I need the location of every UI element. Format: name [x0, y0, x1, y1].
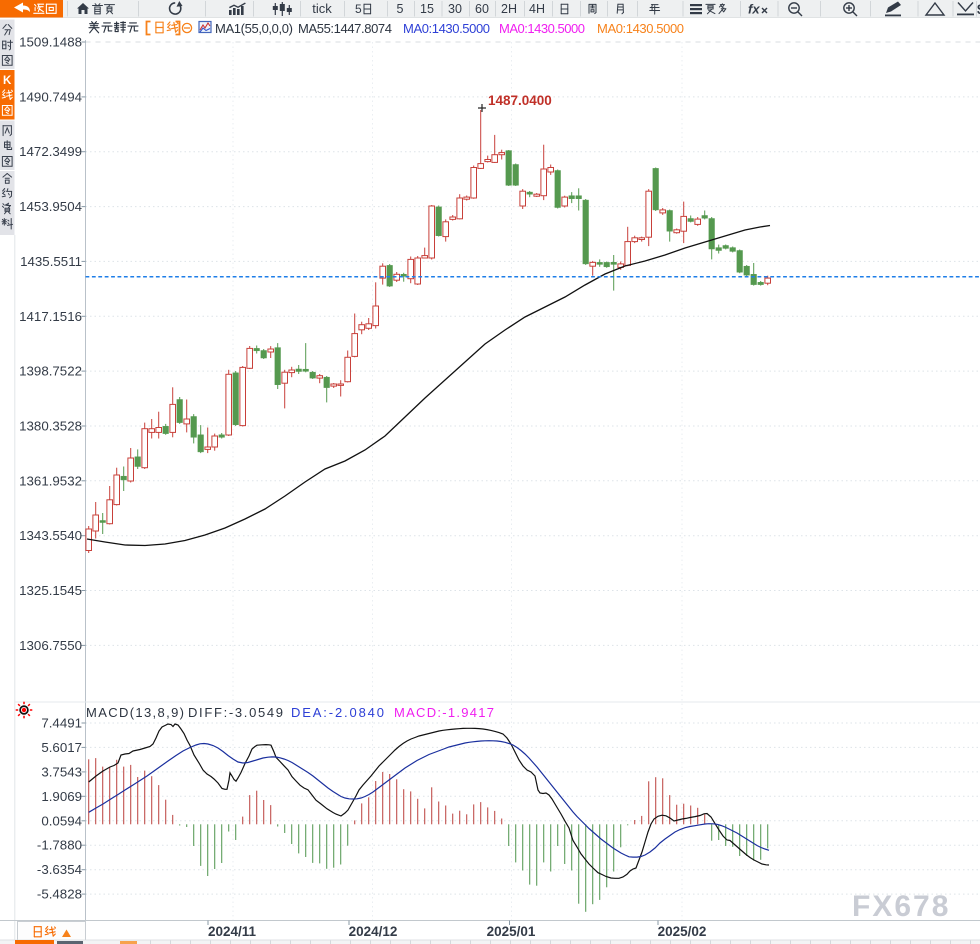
svg-text:30: 30 [448, 2, 462, 16]
svg-text:1509.1488: 1509.1488 [19, 35, 82, 50]
svg-text:1325.1545: 1325.1545 [19, 583, 82, 598]
svg-text:-3.6354: -3.6354 [37, 862, 82, 877]
svg-text:5.6017: 5.6017 [41, 740, 82, 755]
svg-text:MA1(55,0,0,0): MA1(55,0,0,0) [215, 21, 293, 36]
svg-text:60: 60 [475, 2, 489, 16]
svg-text:4H: 4H [529, 2, 545, 16]
svg-text:1343.5540: 1343.5540 [19, 528, 82, 543]
svg-text:2024/12: 2024/12 [349, 924, 398, 939]
svg-text:1472.3499: 1472.3499 [19, 144, 82, 159]
svg-text:5: 5 [355, 2, 362, 16]
svg-text:1453.9504: 1453.9504 [19, 199, 82, 214]
svg-text:5: 5 [397, 2, 404, 16]
svg-text:2H: 2H [501, 2, 517, 16]
svg-text:7.4491: 7.4491 [41, 716, 82, 731]
svg-text:DIFF:-3.0549: DIFF:-3.0549 [188, 705, 283, 720]
svg-text:1487.0400: 1487.0400 [488, 93, 552, 108]
svg-text:MACD:-1.9417: MACD:-1.9417 [394, 705, 494, 720]
svg-text:3.7543: 3.7543 [41, 764, 82, 779]
svg-text:1380.3528: 1380.3528 [19, 419, 82, 434]
svg-text:1435.5511: 1435.5511 [20, 254, 82, 269]
svg-text:MA55:1447.8074: MA55:1447.8074 [298, 21, 392, 36]
svg-text:2024/11: 2024/11 [208, 924, 257, 939]
svg-text:MA0:1430.5000: MA0:1430.5000 [403, 21, 490, 36]
svg-text:1490.7494: 1490.7494 [19, 89, 82, 104]
svg-text:1361.9532: 1361.9532 [19, 473, 82, 488]
svg-text:15: 15 [420, 2, 434, 16]
svg-text:DEA:-2.0840: DEA:-2.0840 [291, 705, 384, 720]
svg-text:1.9069: 1.9069 [41, 789, 82, 804]
svg-text:2025/01: 2025/01 [487, 924, 536, 939]
svg-text:fx: fx [748, 2, 760, 17]
svg-text:FX678: FX678 [852, 890, 950, 923]
svg-text:K: K [3, 75, 12, 87]
svg-text:MACD(13,8,9): MACD(13,8,9) [86, 705, 184, 720]
svg-text:$: $ [977, 1, 980, 17]
svg-text:MA0:1430.5000: MA0:1430.5000 [597, 21, 684, 36]
svg-text:MA0:1430.5000: MA0:1430.5000 [499, 21, 585, 36]
svg-text:tick: tick [312, 1, 332, 16]
svg-text:0.0594: 0.0594 [41, 813, 82, 828]
svg-text:-5.4828: -5.4828 [37, 887, 82, 902]
svg-text:1417.1516: 1417.1516 [19, 309, 82, 324]
svg-text:1306.7550: 1306.7550 [19, 638, 82, 653]
svg-text:1398.7522: 1398.7522 [19, 364, 82, 379]
svg-text:2025/02: 2025/02 [658, 924, 707, 939]
svg-text:-1.7880: -1.7880 [37, 838, 82, 853]
